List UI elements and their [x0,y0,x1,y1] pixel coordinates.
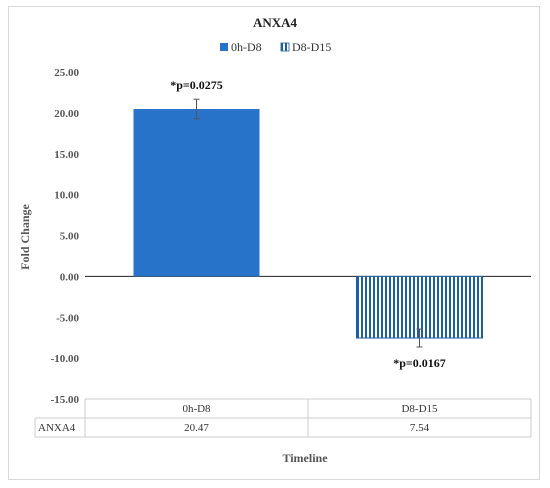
p-value-annotation: *p=0.0167 [393,356,446,370]
x-axis-label: Timeline [282,451,328,465]
y-tick-label: 5.00 [60,231,80,243]
legend-label-d8-d15: D8-D15 [292,40,331,54]
chart-frame: ANXA4 0h-D8 D8-D15 Fold Change 25.00 20.0… [8,6,540,480]
bar-d8-d15 [356,275,483,339]
legend-label-0h-d8: 0h-D8 [231,40,262,54]
data-table: 0h-D8 D8-D15 ANXA4 20.47 7.54 [34,398,532,438]
annotations: *p=0.0275 *p=0.0167 [170,78,446,370]
legend-swatch-d8-d15 [280,42,290,52]
bar-chart: ANXA4 0h-D8 D8-D15 Fold Change 25.00 20.0… [18,15,532,465]
y-tick-label: -5.00 [56,312,79,324]
y-tick-label: -10.00 [51,353,80,365]
legend-swatch-0h-d8 [220,43,228,51]
error-bar [193,98,200,120]
table-row-label: ANXA4 [38,422,76,434]
p-value-annotation: *p=0.0275 [170,78,223,92]
table-value-cell: 7.54 [410,422,430,434]
y-tick-label: 10.00 [54,190,79,202]
y-tick-label: 15.00 [54,149,79,161]
table-value-cell: 20.47 [184,422,209,434]
y-axis-label: Fold Change [18,203,32,269]
table-header-cell: 0h-D8 [182,403,211,415]
chart-title: ANXA4 [253,15,298,30]
y-tick-label: 25.00 [54,67,79,79]
y-tick-label: -15.00 [51,394,80,406]
y-axis-ticks: 25.00 20.00 15.00 10.00 5.00 0.00 -5.00 -10.00 -… [51,67,531,406]
error-bar [416,328,423,348]
table-header-cell: D8-D15 [401,403,438,415]
y-tick-label: 20.00 [54,108,79,120]
bars [133,98,483,348]
legend: 0h-D8 D8-D15 [220,40,331,54]
bar-0h-d8 [133,109,260,277]
y-tick-label: 0.00 [60,271,80,283]
